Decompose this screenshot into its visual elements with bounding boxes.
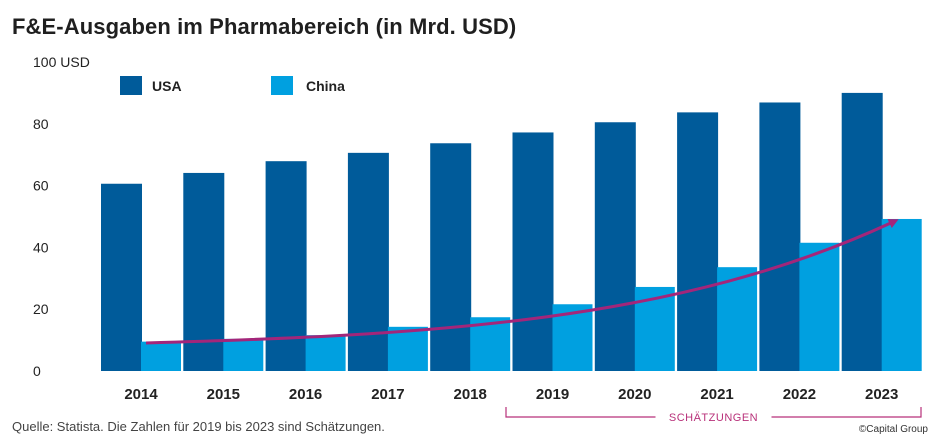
trend-arrow bbox=[145, 219, 899, 345]
bar-china-2023 bbox=[881, 218, 922, 371]
x-tick-label: 2018 bbox=[454, 386, 487, 403]
y-tick-label: 0 bbox=[33, 363, 41, 379]
source-note: Quelle: Statista. Die Zahlen für 2019 bi… bbox=[12, 419, 385, 434]
bar-usa-2017 bbox=[347, 152, 389, 371]
bar-usa-2023 bbox=[841, 92, 883, 372]
x-tick-label: 2017 bbox=[371, 386, 404, 403]
x-tick-label: 2015 bbox=[207, 386, 240, 403]
x-tick-label: 2014 bbox=[124, 386, 158, 403]
y-tick-label: 100 USD bbox=[33, 54, 90, 70]
bar-usa-2018 bbox=[430, 143, 472, 371]
x-tick-label: 2021 bbox=[700, 386, 733, 403]
estimate-label-bg bbox=[655, 409, 772, 425]
bar-china-2014 bbox=[141, 341, 181, 371]
bar-usa-2014 bbox=[101, 183, 142, 371]
bar-usa-2015 bbox=[183, 172, 225, 371]
bar-usa-2019 bbox=[512, 132, 554, 371]
bars bbox=[101, 92, 922, 372]
chart-title: F&E-Ausgaben im Pharmabereich (in Mrd. U… bbox=[12, 14, 517, 39]
legend-swatch-usa bbox=[120, 76, 142, 95]
estimate-bracket: SCHÄTZUNGEN bbox=[505, 407, 922, 425]
bar-usa-2020 bbox=[594, 122, 636, 371]
bar-china-2016 bbox=[305, 335, 346, 371]
bar-china-2021 bbox=[717, 267, 758, 371]
bar-china-2022 bbox=[799, 242, 840, 371]
x-tick-label: 2016 bbox=[289, 386, 322, 403]
bar-china-2017 bbox=[387, 326, 428, 371]
estimate-label: SCHÄTZUNGEN bbox=[669, 412, 758, 424]
x-tick-label: 2022 bbox=[783, 386, 816, 403]
bar-china-2015 bbox=[223, 338, 264, 371]
legend-swatch-china bbox=[271, 76, 293, 95]
copyright-credit: ©Capital Group bbox=[858, 424, 928, 435]
x-tick-label: 2023 bbox=[865, 386, 898, 403]
legend-label-china: China bbox=[306, 78, 345, 94]
y-tick-label: 80 bbox=[33, 116, 49, 132]
y-tick-label: 20 bbox=[33, 301, 49, 317]
y-tick-label: 40 bbox=[33, 239, 49, 255]
legend: USA China bbox=[120, 76, 345, 95]
y-tick-label: 60 bbox=[33, 178, 49, 194]
y-axis-ticks: 0 20 40 60 80 100 USD bbox=[33, 54, 90, 379]
bar-usa-2022 bbox=[759, 102, 801, 371]
legend-label-usa: USA bbox=[152, 78, 182, 94]
trend-arrow-line bbox=[145, 219, 899, 345]
bar-usa-2021 bbox=[677, 112, 719, 371]
x-axis-ticks: 2014 2015 2016 2017 2018 2019 2020 2021 2022 2023 bbox=[124, 386, 898, 403]
x-tick-label: 2019 bbox=[536, 386, 569, 403]
x-tick-label: 2020 bbox=[618, 386, 651, 403]
